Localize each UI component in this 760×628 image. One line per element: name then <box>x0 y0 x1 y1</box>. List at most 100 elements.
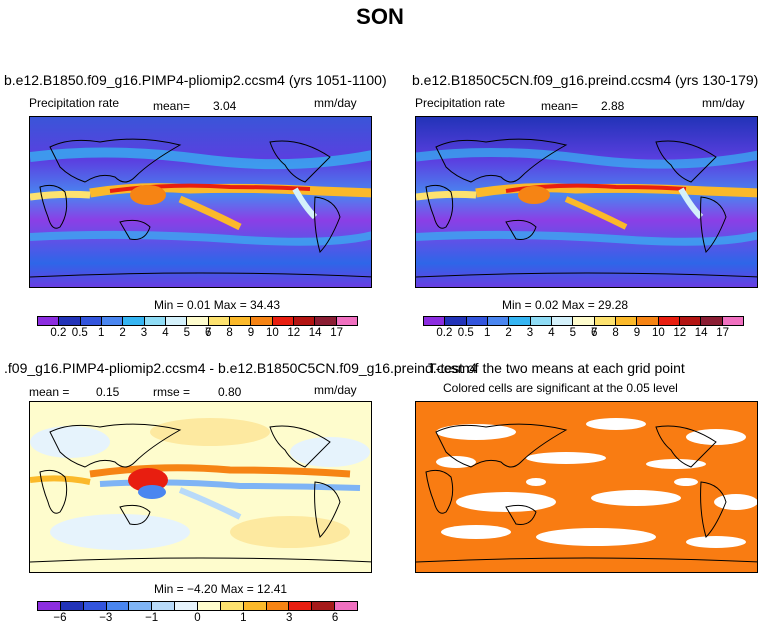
colorbar-swatch <box>272 317 294 325</box>
colorbar-swatch <box>594 317 616 325</box>
colorbar-tick-label: 7 <box>204 327 212 339</box>
colorbar-swatch <box>106 602 130 610</box>
mean-value-top-left: 3.04 <box>213 99 237 113</box>
colorbar-swatch <box>243 602 267 610</box>
colorbar-tick-label: −6 <box>53 612 67 624</box>
colorbar-tick-label: 12 <box>673 327 687 339</box>
mean-label-bottom-left: mean = <box>29 385 70 399</box>
colorbar-tick-label: 6 <box>204 327 212 339</box>
colorbar-tick-label: 14 <box>308 327 322 339</box>
colorbar-tick-label: 6 <box>331 612 339 624</box>
colorbar-tick-label: 2 <box>505 327 512 339</box>
colorbar-swatch <box>83 602 107 610</box>
colorbar-swatch <box>424 317 446 325</box>
colorbar-swatch <box>573 317 595 325</box>
rmse-label-bottom-left: rmse = <box>153 385 191 399</box>
panel-title-bottom-right: T-test of the two means at each grid poi… <box>428 360 685 376</box>
colorbar-swatch <box>658 317 680 325</box>
ttest-map-bottom-right <box>415 401 758 573</box>
colorbar-swatch <box>445 317 467 325</box>
mean-label-top-left: mean= <box>153 99 191 113</box>
colorbar-swatch <box>487 317 510 325</box>
colorbar-tick-label: 1 <box>483 327 491 339</box>
colorbar-bottom-left <box>37 601 358 611</box>
difference-map-bottom-left <box>29 401 372 573</box>
precip-map-top-left <box>29 116 372 288</box>
colorbar-swatch <box>175 602 199 610</box>
page-title: SON <box>356 4 404 29</box>
colorbar-tick-label: 6 <box>590 327 598 339</box>
colorbar-labels-top-right: 0.2 0.5 1 2 3 4 5 6 7 8 9 10 12 14 17 <box>423 327 744 341</box>
colorbar-tick-label: 8 <box>226 327 233 339</box>
mean-value-top-right: 2.88 <box>601 99 625 113</box>
colorbar-swatch <box>208 317 230 325</box>
colorbar-tick-label: 3 <box>286 612 293 624</box>
colorbar-swatch <box>315 317 337 325</box>
colorbar-tick-label: 1 <box>240 612 247 624</box>
colorbar-swatch <box>293 317 316 325</box>
colorbar-swatch <box>80 317 102 325</box>
colorbar-swatch <box>251 317 273 325</box>
colorbar-tick-label: 0 <box>194 612 201 624</box>
colorbar-swatch <box>701 317 723 325</box>
stats-top-left: Min = 0.01 Max = 34.43 <box>154 298 281 312</box>
rmse-value-bottom-left: 0.80 <box>218 385 242 399</box>
colorbar-top-left <box>37 316 358 326</box>
colorbar-tick-label: −1 <box>145 612 159 624</box>
precip-map-top-right <box>415 116 758 288</box>
colorbar-swatch <box>152 602 176 610</box>
colorbar-swatch <box>722 317 743 325</box>
colorbar-tick-label: −3 <box>99 612 113 624</box>
colorbar-swatch <box>679 317 702 325</box>
colorbar-swatch <box>38 317 60 325</box>
colorbar-tick-label: 2 <box>119 327 126 339</box>
colorbar-tick-label: 5 <box>183 327 190 339</box>
colorbar-swatch <box>60 602 84 610</box>
colorbar-tick-label: 4 <box>162 327 169 339</box>
colorbar-labels-top-left: 0.2 0.5 1 2 3 4 5 6 7 8 9 10 12 14 17 <box>37 327 358 341</box>
colorbar-swatch <box>229 317 252 325</box>
units-label-top-left: mm/day <box>314 96 357 110</box>
colorbar-tick-label: 0.2 <box>436 327 453 339</box>
colorbar-swatch <box>312 602 336 610</box>
colorbar-tick-label: 17 <box>716 327 729 339</box>
colorbar-swatch <box>336 317 357 325</box>
mean-value-bottom-left: 0.15 <box>96 385 120 399</box>
colorbar-tick-label: 1 <box>97 327 105 339</box>
colorbar-swatch <box>198 602 221 610</box>
subtitle-bottom-right: Colored cells are significant at the 0.0… <box>443 381 678 395</box>
colorbar-tick-label: 5 <box>569 327 576 339</box>
colorbar-swatch <box>509 317 531 325</box>
colorbar-tick-label: 9 <box>633 327 641 339</box>
colorbar-tick-label: 3 <box>526 327 534 339</box>
colorbar-swatch <box>59 317 81 325</box>
stats-bottom-left: Min = −4.20 Max = 12.41 <box>154 582 288 596</box>
mean-label-top-right: mean= <box>541 99 579 113</box>
colorbar-tick-label: 12 <box>287 327 301 339</box>
colorbar-swatch <box>551 317 574 325</box>
colorbar-swatch <box>187 317 209 325</box>
colorbar-swatch <box>129 602 153 610</box>
units-label-top-right: mm/day <box>702 96 745 110</box>
colorbar-swatch <box>38 602 61 610</box>
colorbar-tick-label: 10 <box>265 327 279 339</box>
colorbar-tick-label: 17 <box>330 327 343 339</box>
colorbar-tick-label: 14 <box>694 327 708 339</box>
panel-title-top-left: b.e12.B1850.f09_g16.PIMP4-pliomip2.ccsm4… <box>4 72 387 88</box>
variable-label-top-right: Precipitation rate <box>415 96 506 110</box>
colorbar-swatch <box>637 317 659 325</box>
colorbar-tick-label: 0.5 <box>457 327 474 339</box>
units-label-bottom-left: mm/day <box>314 383 357 397</box>
colorbar-swatch <box>220 602 244 610</box>
colorbar-tick-label: 8 <box>612 327 619 339</box>
colorbar-swatch <box>144 317 166 325</box>
colorbar-tick-label: 0.5 <box>71 327 88 339</box>
colorbar-tick-label: 10 <box>651 327 665 339</box>
colorbar-tick-label: 3 <box>140 327 148 339</box>
colorbar-swatch <box>289 602 313 610</box>
colorbar-swatch <box>615 317 638 325</box>
panel-title-top-right: b.e12.B1850C5CN.f09_g16.preind.ccsm4 (yr… <box>412 72 759 88</box>
colorbar-tick-label: 7 <box>590 327 598 339</box>
colorbar-labels-bottom-left: −6 −3 −1 0 1 3 6 <box>37 612 358 626</box>
colorbar-swatch <box>466 317 488 325</box>
